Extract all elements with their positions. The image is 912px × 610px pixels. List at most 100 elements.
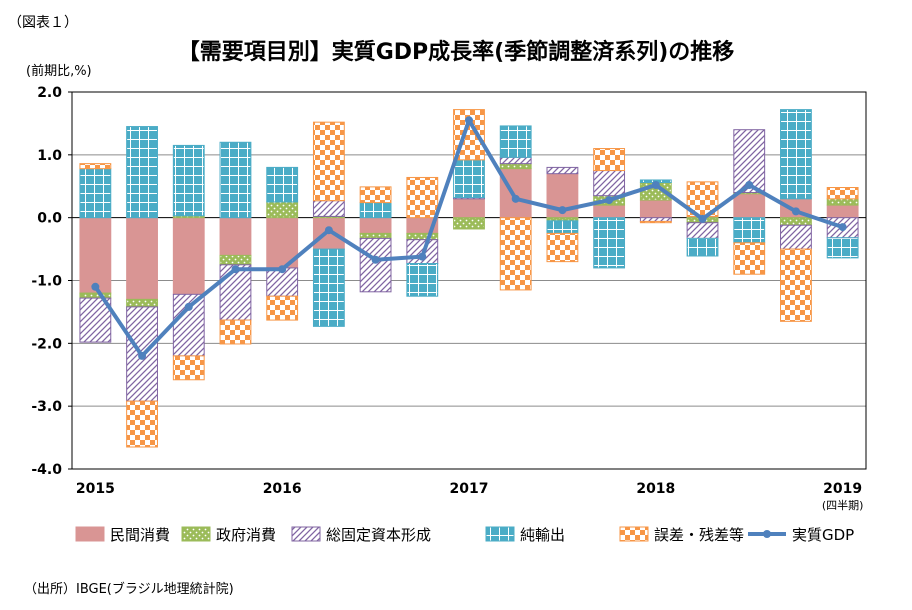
bar-net_exports [686, 237, 719, 257]
bar-net_exports [733, 217, 766, 244]
y-tick-label: -3.0 [31, 399, 62, 415]
legend-label-residual: 誤差・残差等 [654, 526, 744, 544]
bar-government_consumption [453, 217, 485, 230]
bar-residual [593, 148, 626, 172]
legend-swatch-government_consumption [181, 526, 211, 542]
bar-residual [172, 355, 205, 381]
source-note: （出所）IBGE(ブラジル地理統計院) [24, 582, 234, 597]
x-tick-label: 2019 [823, 481, 862, 497]
y-tick-label: 0.0 [37, 211, 62, 227]
bar-residual [546, 232, 579, 263]
bar-residual [406, 176, 439, 219]
gdp-point [605, 196, 614, 205]
bar-residual [266, 295, 299, 321]
x-tick-label: 2016 [263, 481, 302, 497]
bar-net_exports [312, 248, 345, 327]
bar-residual [219, 319, 252, 345]
x-tick-label: 2018 [636, 481, 675, 497]
gdp-point [91, 282, 100, 291]
legend-label-government_consumption: 政府消費 [216, 526, 276, 544]
legend-marker-real_gdp [763, 530, 771, 538]
bar-fixed_capital [546, 166, 579, 175]
bar-residual [312, 121, 345, 202]
legend: 民間消費 政府消費 総固定資本形成 純輸出 誤差・残差等 実質GDP [75, 526, 854, 544]
bar-government_consumption [359, 232, 392, 239]
bar-private_consumption [359, 217, 392, 234]
gdp-point [511, 194, 520, 203]
y-tick-label: -1.0 [31, 274, 62, 290]
bar-government_consumption [79, 292, 112, 299]
legend-label-real_gdp: 実質GDP [792, 526, 854, 544]
bar-fixed_capital [639, 217, 672, 222]
gdp-point [465, 116, 473, 125]
bar-private_consumption [453, 198, 485, 219]
y-tick-label: -4.0 [31, 462, 62, 478]
bar-residual [359, 186, 392, 204]
legend-swatch-residual [619, 526, 649, 542]
bar-private_consumption [733, 193, 766, 219]
bar-residual [639, 220, 672, 224]
bar-fixed_capital [686, 222, 719, 239]
bar-private_consumption [219, 217, 252, 256]
axis-layer: 2.0 1.0 0.0 -1.0 -2.0 -3.0 -4.0 2015 2016 2017 201… [31, 85, 867, 512]
bar-net_exports [546, 220, 579, 234]
bar-government_consumption [126, 298, 158, 308]
bar-net_exports [172, 144, 205, 217]
unit-label: (前期比,%) [26, 64, 92, 79]
bar-fixed_capital [499, 156, 532, 165]
y-tick-label: 2.0 [37, 85, 62, 101]
bar-private_consumption [593, 204, 626, 219]
gdp-point [138, 351, 147, 360]
gdp-point [371, 255, 380, 264]
legend-label-private_consumption: 民間消費 [110, 526, 170, 544]
legend-swatch-net_exports [485, 526, 515, 542]
bar-government_consumption [499, 163, 532, 170]
bar-net_exports [453, 159, 485, 199]
gdp-point [838, 223, 847, 232]
bar-net_exports [126, 126, 158, 219]
bar-government_consumption [219, 254, 252, 266]
bar-residual [126, 400, 158, 448]
bar-net_exports [359, 202, 392, 219]
gdp-point [651, 180, 660, 189]
legend-label-net_exports: 純輸出 [520, 526, 565, 544]
bar-net_exports [780, 109, 812, 200]
bar-fixed_capital [593, 170, 626, 197]
bar-private_consumption [172, 217, 205, 295]
bar-fixed_capital [312, 200, 345, 217]
y-tick-label: -2.0 [31, 336, 62, 352]
bar-fixed_capital [359, 237, 392, 293]
bar-net_exports [266, 166, 299, 203]
gdp-point [324, 226, 333, 235]
bar-residual [499, 217, 532, 291]
bar-government_consumption [826, 198, 859, 206]
gdp-point [558, 206, 567, 215]
x-tick-label: 2017 [450, 481, 489, 497]
bar-layer [79, 109, 859, 448]
gdp-point [745, 180, 754, 189]
gdp-line-layer [91, 116, 847, 360]
bar-net_exports [219, 141, 252, 219]
bar-net_exports [79, 168, 112, 219]
x-tick-sublabel: (四半期) [822, 498, 864, 512]
bar-government_consumption [406, 232, 439, 241]
gdp-point [184, 302, 193, 311]
bar-residual [79, 163, 112, 170]
legend-label-fixed_capital: 総固定資本形成 [326, 526, 431, 544]
bar-residual [826, 187, 859, 200]
legend-swatch-fixed_capital [291, 526, 321, 542]
gdp-point [791, 207, 800, 216]
y-tick-label: 1.0 [37, 148, 62, 164]
bar-net_exports [826, 237, 859, 259]
bar-private_consumption [639, 199, 672, 219]
bar-residual [733, 242, 766, 275]
legend-swatch-private_consumption [75, 526, 105, 542]
bar-fixed_capital [219, 264, 252, 321]
bar-net_exports [499, 125, 532, 158]
bar-private_consumption [826, 204, 859, 219]
bar-government_consumption [266, 201, 299, 219]
bar-private_consumption [126, 217, 158, 300]
gdp-point [418, 252, 427, 261]
bar-net_exports [406, 263, 439, 297]
